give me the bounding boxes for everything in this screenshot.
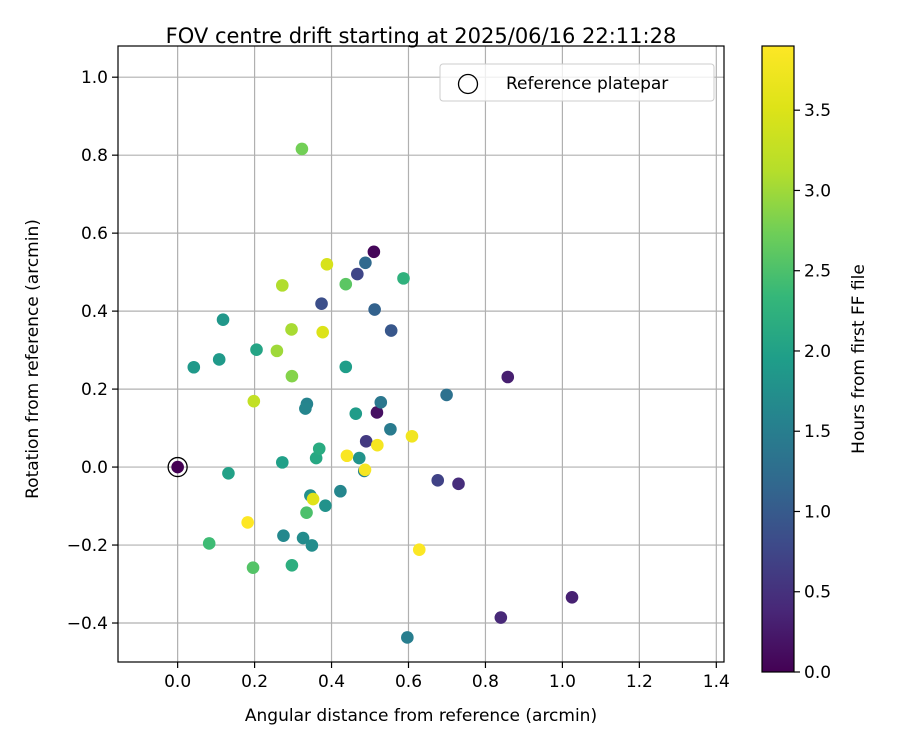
data-point [349, 407, 363, 420]
data-point [368, 303, 381, 316]
data-point [359, 435, 373, 448]
y-tick-label: 0.8 [81, 146, 108, 166]
reference-platepar-marker [167, 456, 188, 478]
data-point [222, 467, 235, 480]
data-point [202, 537, 216, 550]
data-point [397, 272, 410, 285]
data-point [285, 323, 298, 336]
y-tick-label: 0.6 [81, 224, 108, 244]
x-tick-label: 0.4 [318, 672, 345, 692]
x-tick-label: 0.6 [395, 672, 422, 692]
data-point [501, 370, 515, 384]
x-tick-label: 1.4 [703, 672, 730, 692]
data-point [295, 142, 309, 156]
y-tick-label: −0.2 [67, 536, 108, 556]
data-point [319, 499, 332, 512]
legend-marker-hollow-circle-icon [457, 73, 479, 95]
y-tick-label: 0.0 [81, 458, 108, 478]
y-axis-ticks: −0.4 −0.2 0.0 0.2 0.4 0.6 0.8 1.0 [67, 68, 118, 634]
data-point [270, 344, 284, 358]
data-point [275, 279, 289, 292]
y-tick-label: −0.4 [67, 614, 108, 634]
y-tick-label: 1.0 [81, 68, 108, 88]
plot-frame [117, 45, 725, 663]
data-point [352, 451, 366, 465]
data-point [494, 611, 508, 624]
colorbar-tick-label: 0.5 [804, 583, 831, 603]
colorbar-tick-label: 2.5 [804, 262, 831, 282]
colorbar-tick-label: 1.5 [804, 422, 831, 442]
data-point [384, 324, 398, 337]
y-axis-label: Rotation from reference (arcmin) [23, 219, 43, 499]
data-point [250, 343, 263, 357]
data-point [241, 516, 254, 529]
x-tick-label: 0.8 [472, 672, 499, 692]
data-point [300, 506, 313, 519]
y-tick-label: 0.4 [81, 302, 108, 322]
data-point [312, 442, 326, 456]
data-point [216, 313, 230, 326]
colorbar-tick-label: 3.5 [804, 101, 831, 121]
x-tick-label: 0.0 [164, 672, 191, 692]
colorbar-ticks: 0.0 0.5 1.0 1.5 2.0 2.5 3.0 3.5 [794, 101, 831, 683]
legend-label: Reference platepar [506, 74, 668, 94]
data-point [452, 477, 465, 491]
data-point [246, 561, 260, 574]
data-point [285, 559, 299, 572]
data-point [384, 422, 397, 436]
data-point [431, 474, 445, 487]
reference-marker [167, 456, 188, 478]
data-point [358, 463, 372, 477]
data-point [339, 360, 353, 374]
data-point [305, 539, 319, 552]
data-point [401, 631, 414, 644]
legend: Reference platepar [439, 63, 715, 102]
data-point [340, 449, 354, 463]
reference-point [171, 460, 184, 474]
colorbar-tick-label: 0.0 [804, 663, 831, 683]
x-axis-label: Angular distance from reference (arcmin) [245, 706, 597, 726]
y-tick-label: 0.2 [81, 380, 108, 400]
data-point [339, 277, 353, 291]
data-point [299, 402, 312, 415]
x-axis-ticks: 0.0 0.2 0.4 0.6 0.8 1.0 1.2 1.4 [164, 662, 730, 692]
chart-title: FOV centre drift starting at 2025/06/16 … [166, 24, 677, 48]
data-point [275, 456, 289, 469]
data-point [306, 492, 320, 506]
data-point [334, 484, 347, 498]
data-point [565, 590, 579, 604]
colorbar-tick-label: 3.0 [804, 181, 831, 201]
data-point [440, 388, 453, 402]
data-point [405, 429, 419, 443]
data-point [371, 438, 384, 452]
data-point [316, 325, 329, 339]
data-point [296, 531, 310, 545]
colorbar: 0.0 0.5 1.0 1.5 2.0 2.5 3.0 3.5 Hours from firs… [761, 45, 869, 683]
data-point [412, 543, 426, 557]
x-tick-label: 1.2 [626, 672, 653, 692]
colorbar-label: Hours from first FF file [849, 264, 869, 454]
data-point [370, 406, 384, 419]
legend-box [439, 63, 715, 102]
x-tick-label: 0.2 [241, 672, 268, 692]
data-point [351, 267, 364, 281]
data-point [374, 396, 388, 409]
data-point [187, 360, 201, 374]
data-point [247, 394, 261, 408]
colorbar-gradient [762, 46, 794, 672]
data-point [367, 245, 381, 259]
colorbar-frame [761, 45, 795, 673]
data-point [285, 369, 299, 383]
data-point [315, 297, 328, 311]
data-point [320, 258, 334, 271]
x-tick-label: 1.0 [549, 672, 576, 692]
data-point [212, 353, 226, 366]
data-point [277, 529, 290, 542]
data-points [187, 142, 579, 644]
gridlines [118, 46, 724, 662]
data-point [359, 256, 372, 270]
colorbar-tick-label: 2.0 [804, 342, 831, 362]
colorbar-tick-label: 1.0 [804, 502, 831, 522]
